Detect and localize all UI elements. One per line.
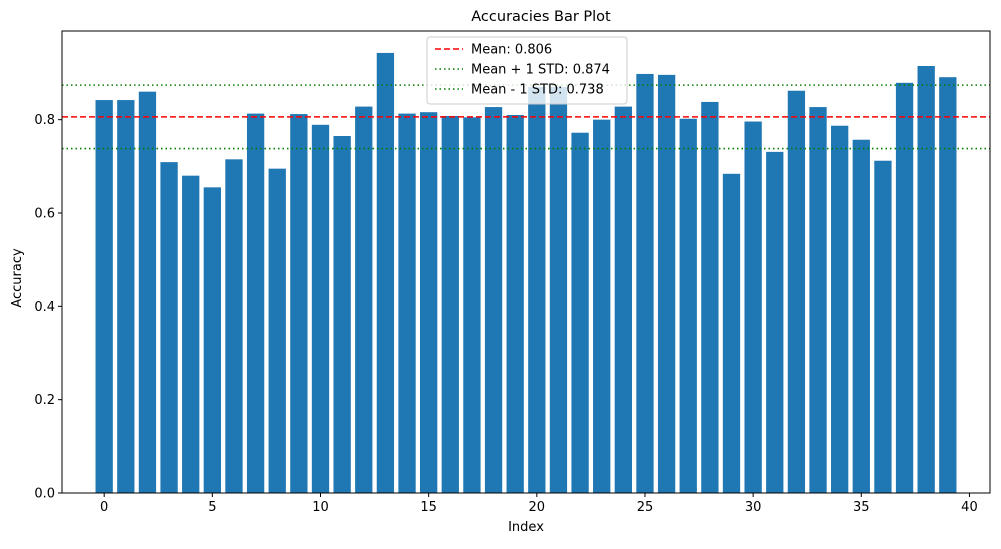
bar-28 (701, 101, 719, 493)
chart-title: Accuracies Bar Plot (471, 9, 611, 25)
bar-39 (939, 77, 957, 493)
x-axis-label: Index (508, 520, 544, 535)
bar-13 (376, 52, 395, 493)
bar-22 (571, 132, 589, 493)
y-tick-label-0.8: 0.8 (34, 113, 55, 128)
legend-label-0: Mean: 0.806 (471, 43, 552, 58)
bar-24 (614, 106, 632, 493)
bar-30 (744, 121, 762, 494)
y-tick-label-0.2: 0.2 (34, 393, 55, 408)
bar-20 (528, 87, 546, 493)
bar-26 (657, 74, 676, 493)
axes-frame (61, 30, 991, 494)
bar-10 (311, 124, 330, 494)
y-tick-label-0.6: 0.6 (34, 207, 55, 222)
bar-0 (95, 100, 113, 494)
x-tick-label-15: 15 (420, 500, 437, 515)
bar-21 (549, 87, 568, 493)
bar-2 (138, 91, 157, 494)
bar-25 (636, 73, 654, 493)
bar-3 (160, 162, 178, 493)
y-ticks-group: 0.0 0.2 0.4 0.6 0.8 (34, 113, 62, 502)
bar-9 (290, 114, 308, 494)
legend-box (426, 36, 628, 105)
bar-18 (484, 107, 503, 494)
bar-33 (809, 107, 827, 494)
bar-34 (831, 125, 849, 493)
bar-31 (766, 151, 784, 493)
bar-29 (722, 173, 741, 494)
bar-7 (246, 113, 265, 493)
bar-32 (787, 90, 806, 493)
bar-6 (225, 159, 243, 494)
x-tick-label-35: 35 (853, 500, 870, 515)
bar-12 (355, 106, 373, 493)
bar-5 (203, 187, 221, 494)
y-tick-label-0: 0.0 (34, 487, 55, 502)
y-tick-label-0.4: 0.4 (34, 300, 55, 315)
bar-19 (506, 115, 524, 493)
bars-group (95, 52, 957, 494)
bar-38 (917, 66, 935, 493)
bar-37 (895, 82, 914, 494)
bar-4 (182, 175, 200, 493)
bar-23 (593, 119, 611, 494)
bar-17 (463, 117, 481, 493)
x-tick-label-5: 5 (208, 500, 216, 515)
bar-11 (333, 136, 351, 493)
legend: Mean: 0.806 Mean + 1 STD: 0.874 Mean - 1 S… (426, 36, 628, 105)
x-tick-label-10: 10 (312, 500, 329, 515)
bar-14 (398, 113, 416, 493)
bar-15 (420, 112, 438, 493)
legend-label-2: Mean - 1 STD: 0.738 (471, 83, 604, 98)
bar-1 (117, 100, 135, 494)
bar-35 (852, 139, 870, 493)
x-tick-label-30: 30 (745, 500, 762, 515)
x-tick-label-20: 20 (529, 500, 546, 515)
x-tick-label-40: 40 (961, 500, 978, 515)
x-ticks-group: 0 5 10 15 20 25 30 35 40 (100, 493, 978, 515)
y-axis-label: Accuracy (10, 248, 25, 308)
legend-label-1: Mean + 1 STD: 0.874 (471, 63, 610, 78)
bar-36 (874, 160, 892, 493)
x-tick-label-0: 0 (100, 500, 108, 515)
x-tick-label-25: 25 (637, 500, 654, 515)
bar-27 (679, 118, 697, 493)
bar-16 (441, 115, 459, 493)
bar-8 (268, 168, 286, 493)
